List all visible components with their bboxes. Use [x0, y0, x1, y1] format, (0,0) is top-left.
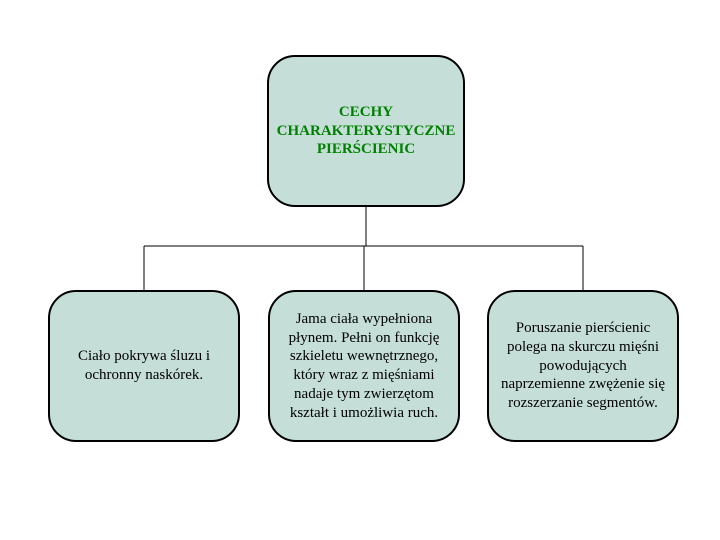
child-node-2-text: Poruszanie pierścienic polega na skurczu… [499, 319, 667, 413]
child-node-2: Poruszanie pierścienic polega na skurczu… [487, 290, 679, 442]
root-node-text: CECHY CHARAKTERYSTYCZNE PIERŚCIENIC [277, 103, 456, 159]
child-node-1-text: Jama ciała wypełniona płynem. Pełni on f… [280, 310, 448, 423]
root-node: CECHY CHARAKTERYSTYCZNE PIERŚCIENIC [267, 55, 465, 207]
child-node-1: Jama ciała wypełniona płynem. Pełni on f… [268, 290, 460, 442]
child-node-0-text: Ciało pokrywa śluzu i ochronny naskórek. [60, 347, 228, 385]
child-node-0: Ciało pokrywa śluzu i ochronny naskórek. [48, 290, 240, 442]
